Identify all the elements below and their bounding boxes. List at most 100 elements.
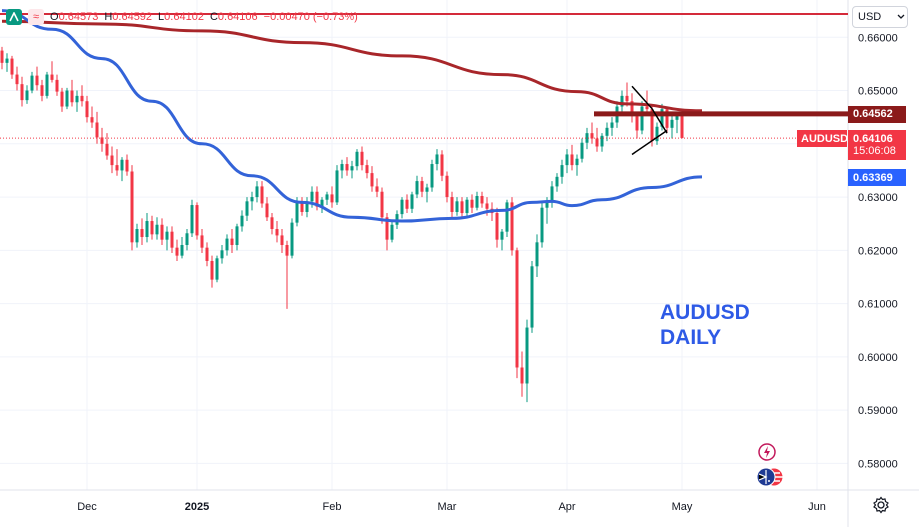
candle-body — [135, 229, 139, 243]
candle-body — [235, 226, 239, 245]
candle-body — [0, 50, 4, 63]
candle-body — [470, 199, 474, 208]
candle-body — [255, 186, 259, 198]
x-axis[interactable]: Dec 2025 Feb Mar Apr May Jun — [77, 501, 826, 513]
candle-body — [340, 164, 344, 171]
candle-body — [500, 231, 504, 240]
candle — [245, 197, 249, 222]
candle-body — [520, 367, 524, 384]
candle — [535, 234, 539, 277]
candle — [250, 191, 254, 211]
candle — [430, 159, 434, 192]
candle-body — [580, 142, 584, 159]
candle — [340, 159, 344, 179]
candle — [315, 186, 319, 211]
candle-body — [660, 109, 664, 127]
flag-icon[interactable] — [756, 466, 784, 488]
candle-body — [475, 196, 479, 208]
candle-body — [550, 186, 554, 202]
candle — [390, 221, 394, 243]
candle-body — [410, 194, 414, 209]
bolt-icon[interactable] — [758, 443, 776, 461]
candle-body — [510, 202, 514, 251]
level-price-value: 0.64562 — [853, 108, 893, 121]
candle-body — [325, 194, 329, 200]
indicator-icon[interactable]: ≈ — [28, 9, 44, 25]
candle — [585, 127, 589, 150]
currency-selector[interactable]: USD — [852, 6, 908, 28]
x-tick-label: Dec — [77, 501, 97, 513]
annotation-line-1: AUDUSD — [660, 301, 750, 324]
candle — [220, 245, 224, 264]
candle — [110, 146, 114, 174]
candle-body — [55, 79, 59, 92]
candle — [115, 149, 119, 176]
candle — [305, 197, 309, 218]
candle — [255, 181, 259, 203]
candle — [230, 229, 234, 253]
candle-body — [310, 191, 314, 202]
candle-body — [220, 250, 224, 259]
close-value: C0.64106 — [209, 11, 258, 23]
candle — [590, 122, 594, 144]
candle — [40, 79, 44, 102]
candle — [275, 221, 279, 243]
settings-icon[interactable] — [872, 496, 890, 514]
candle — [225, 234, 229, 256]
candle — [495, 207, 499, 248]
candle — [525, 319, 529, 403]
candle-body — [650, 109, 654, 142]
candle-body — [95, 122, 99, 138]
candle-body — [430, 164, 434, 188]
candle-body — [675, 116, 679, 120]
candle-body — [240, 215, 244, 227]
candle — [435, 149, 439, 171]
candle-body — [530, 266, 534, 328]
candle-body — [610, 122, 614, 128]
candle — [450, 191, 454, 219]
candle-body — [385, 217, 389, 240]
candle-body — [275, 229, 279, 236]
candle-body — [205, 247, 209, 261]
triangle-upper-line — [631, 85, 668, 134]
candle — [515, 247, 519, 379]
y-tick-label: 0.59000 — [858, 405, 898, 417]
candle-body — [590, 133, 594, 139]
candle-body — [425, 187, 429, 192]
candle — [370, 166, 374, 192]
candle-body — [60, 91, 64, 107]
candle-body — [635, 116, 639, 131]
candle-body — [115, 165, 119, 171]
candle-body — [465, 199, 469, 214]
candle-body — [495, 213, 499, 240]
candle-body — [165, 231, 169, 240]
high-value: H0.64592 — [104, 11, 153, 23]
candle — [15, 66, 19, 91]
symbol-price-tag: AUDUSD — [797, 130, 848, 148]
candle — [210, 255, 214, 288]
candle-body — [140, 229, 144, 238]
candle-body — [545, 201, 549, 208]
candle — [505, 199, 509, 238]
candle — [440, 150, 444, 182]
candle-body — [630, 101, 634, 117]
chart-style-icon[interactable] — [6, 9, 22, 25]
candle-body — [440, 154, 444, 176]
candle-body — [680, 113, 684, 138]
candle-body — [200, 235, 204, 248]
x-tick-label: Mar — [438, 501, 457, 513]
candle-body — [120, 159, 124, 171]
candle — [300, 197, 304, 216]
candle — [410, 191, 414, 214]
candle — [655, 122, 659, 145]
candle-body — [435, 154, 439, 165]
candle — [595, 127, 599, 152]
candle-body — [380, 191, 384, 218]
y-axis[interactable]: 0.660000.650000.640000.630000.620000.610… — [858, 32, 898, 470]
candle-body — [225, 238, 229, 251]
candle — [510, 197, 514, 256]
candle — [5, 53, 9, 72]
triangle-pattern — [631, 85, 668, 156]
candle-body — [565, 154, 569, 166]
